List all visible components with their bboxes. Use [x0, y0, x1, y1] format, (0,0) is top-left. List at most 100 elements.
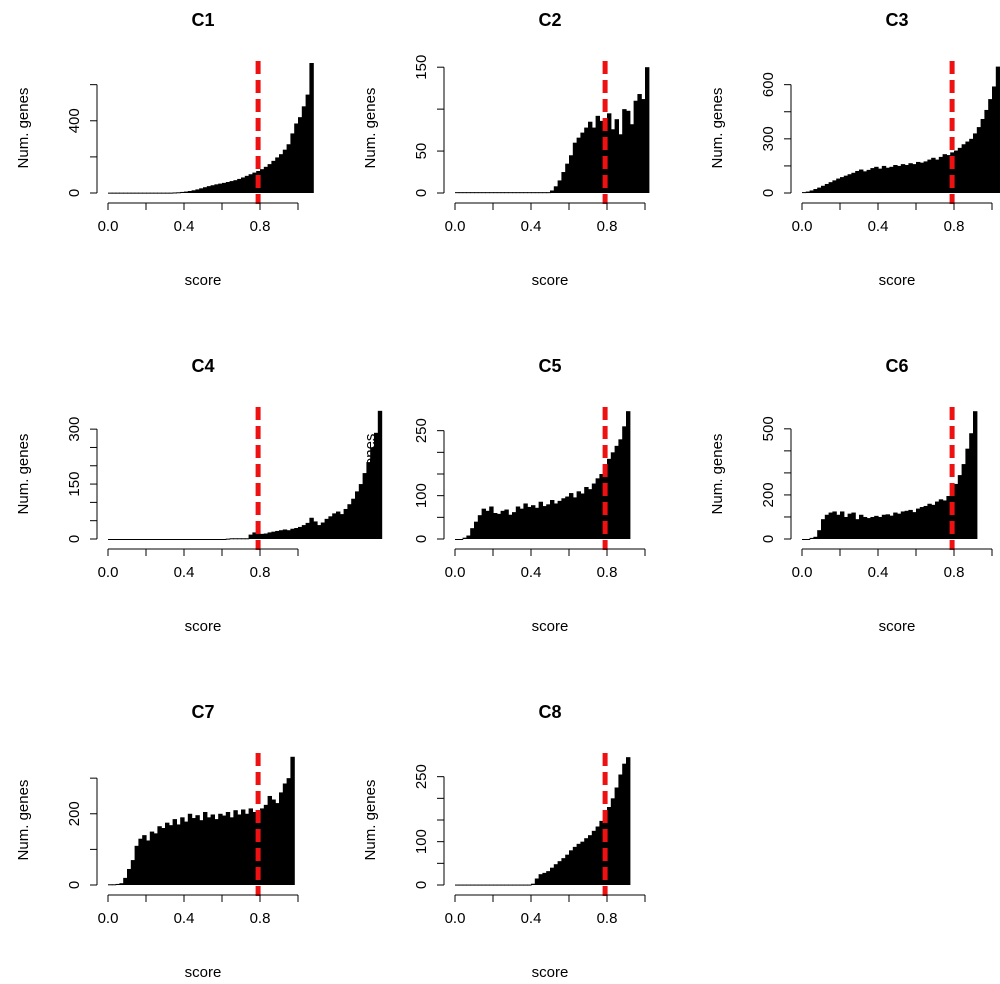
histogram-bar: [115, 883, 120, 885]
histogram-bar: [546, 871, 551, 885]
y-tick-label: 300: [66, 417, 83, 442]
histogram-bar: [279, 154, 284, 193]
histogram-bar: [474, 192, 479, 194]
histogram-bar: [279, 792, 284, 885]
histogram-bar: [165, 822, 170, 885]
histogram-bar: [142, 835, 147, 885]
histogram-bar: [519, 508, 524, 539]
histogram-bar: [248, 534, 253, 539]
x-axis-label: score: [879, 272, 916, 289]
histogram-bar: [561, 172, 566, 193]
histogram-bar: [824, 514, 830, 539]
histogram-bar: [599, 120, 604, 193]
histogram-bar: [553, 503, 559, 539]
histogram-bar: [626, 411, 631, 539]
histogram-bar: [218, 183, 223, 193]
histogram-bar: [309, 63, 314, 193]
histogram-bar: [477, 884, 483, 886]
histogram-bar: [184, 539, 189, 540]
y-axis-label: Num. genes: [362, 780, 379, 861]
histogram-bar: [916, 161, 921, 193]
histogram-bar: [938, 499, 944, 539]
histogram-bar: [477, 515, 483, 539]
histogram-bar: [286, 530, 291, 539]
histogram-bar: [633, 100, 638, 193]
histogram-bar: [320, 522, 326, 539]
histogram-bar: [206, 539, 212, 540]
histogram-bar: [252, 811, 257, 885]
histogram-bar: [123, 192, 128, 194]
x-axis-label: score: [185, 618, 222, 635]
histogram-bar: [531, 883, 536, 885]
y-axis-label: Num. genes: [15, 88, 32, 169]
y-tick-label: 400: [66, 108, 83, 133]
histogram-bar: [916, 508, 921, 539]
histogram-bar: [489, 506, 494, 539]
histogram-bar: [210, 539, 215, 540]
x-tick-label: 0.8: [944, 564, 965, 581]
histogram-bar: [328, 516, 333, 539]
histogram-bar: [618, 439, 623, 539]
x-tick-label: 0.8: [944, 218, 965, 235]
histogram-bar: [542, 192, 547, 194]
histogram-bar: [805, 539, 811, 540]
histogram-bar: [931, 157, 936, 193]
histogram-bar: [992, 86, 997, 193]
y-axis-label: Num. genes: [709, 88, 726, 169]
x-tick-label: 0.4: [521, 564, 542, 581]
histogram-bar: [301, 106, 307, 193]
histogram-bar: [260, 169, 265, 193]
histogram-bar: [203, 811, 208, 885]
histogram-bar: [821, 185, 826, 193]
histogram-bar: [828, 182, 833, 193]
histogram-bar: [538, 874, 543, 885]
histogram-bar: [225, 811, 231, 885]
histogram-bar: [157, 826, 162, 885]
histogram-bar: [458, 192, 464, 194]
histogram-bar: [504, 884, 509, 886]
histogram-bar: [515, 192, 521, 194]
panel-title: C1: [191, 10, 214, 30]
histogram-bar: [305, 522, 310, 539]
histogram-bar: [626, 110, 631, 193]
histogram-bar: [523, 192, 528, 194]
histogram-bar: [187, 539, 193, 540]
histogram-bar: [935, 501, 940, 539]
histogram-bar: [184, 191, 189, 193]
histogram-bar: [195, 189, 200, 193]
x-tick-label: 0.4: [174, 218, 195, 235]
histogram-bar: [614, 119, 619, 193]
histogram-bar: [252, 172, 257, 193]
histogram-bar: [847, 513, 852, 539]
histogram-bar: [889, 166, 894, 193]
y-tick-label: 200: [760, 482, 777, 507]
histogram-bar: [534, 507, 540, 539]
histogram-bar: [489, 884, 494, 886]
histogram-bar: [973, 411, 978, 539]
histogram-bar: [108, 539, 113, 540]
histogram-bar: [496, 513, 502, 539]
histogram-bar: [512, 512, 517, 539]
histogram-bar: [595, 478, 600, 539]
histogram-bar: [824, 183, 830, 193]
histogram-bar: [802, 539, 807, 540]
histogram-bar: [309, 517, 314, 539]
histogram-bar: [111, 539, 117, 540]
x-axis-label: score: [185, 272, 222, 289]
histogram-bar: [866, 518, 871, 539]
histogram-bar: [474, 884, 479, 886]
histogram-bar: [584, 838, 589, 885]
histogram-bar: [847, 174, 852, 193]
histogram-bar: [840, 177, 845, 193]
histogram-bar: [199, 820, 204, 885]
histogram-bar: [512, 884, 517, 886]
histogram-bar: [591, 830, 597, 885]
histogram-bar: [828, 512, 833, 539]
histogram-bar: [599, 820, 604, 885]
y-axis-label: Num. genes: [709, 434, 726, 515]
histogram-bar: [290, 756, 295, 885]
histogram-bar: [893, 512, 898, 539]
histogram-bar: [263, 533, 269, 539]
y-axis-label: Num. genes: [15, 434, 32, 515]
histogram-bar: [591, 127, 597, 193]
